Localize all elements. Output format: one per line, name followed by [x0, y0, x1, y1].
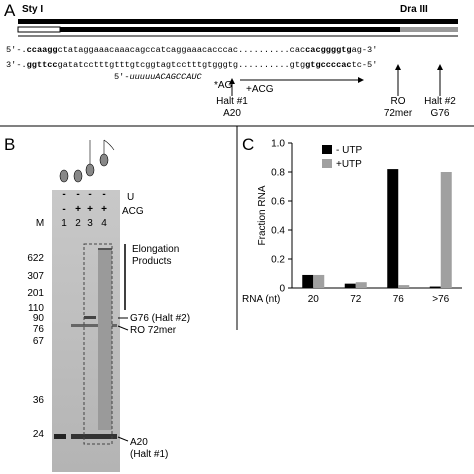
u-sign: -	[62, 189, 65, 200]
dna-bar	[18, 19, 458, 24]
dna-bar	[17, 26, 61, 33]
acg-sign: +	[75, 204, 81, 215]
rna: 5'-uuuuuACAGCCAUC	[114, 72, 203, 82]
arrow-head	[358, 77, 364, 83]
lane-label: 4	[101, 218, 107, 229]
y-tick-label: 0.8	[271, 168, 285, 179]
marker-label: 67	[33, 336, 45, 347]
halt-sub: A20	[223, 108, 241, 119]
right-label: G76 (Halt #2)	[130, 313, 190, 324]
row-label: U	[127, 192, 134, 203]
panel-label: B	[4, 135, 15, 154]
marker-label: 36	[33, 395, 45, 406]
y-tick-label: 0	[279, 284, 285, 295]
lane-label: M	[36, 218, 44, 229]
bar	[440, 172, 452, 288]
bar	[387, 169, 399, 288]
bar	[429, 286, 441, 288]
acg-sign: +	[101, 204, 107, 215]
acg-sign: +	[87, 204, 93, 215]
x-tick-label: >76	[432, 294, 449, 305]
pointer	[117, 436, 129, 442]
lane-label: 3	[87, 218, 93, 229]
legend-swatch	[322, 145, 332, 154]
marker-label: 201	[27, 288, 44, 299]
halt-sub: G76	[431, 108, 450, 119]
halt-name: Halt #1	[216, 96, 248, 107]
right-label: Products	[132, 256, 171, 267]
acg-sign: -	[62, 204, 65, 215]
halt-name: RO	[391, 96, 406, 107]
right-label: A20	[130, 437, 148, 448]
x-tick-label: 72	[350, 294, 362, 305]
marker-label: 76	[33, 324, 45, 335]
marker-label: 24	[33, 429, 45, 440]
marker-label: 307	[27, 271, 44, 282]
right-label: Elongation	[132, 244, 179, 255]
bar	[313, 274, 325, 288]
halt-sub: 72mer	[384, 108, 413, 119]
acg-label: +ACG	[246, 84, 274, 95]
dna-bar	[60, 27, 400, 32]
top-strand: 5'-.ccaaggctataggaaacaaacagccatcaggaaaca…	[6, 45, 377, 55]
bar	[355, 282, 367, 288]
bottom-strand: 3'-.ggttccgatatcctttgtttgtcggtagtcctttgt…	[6, 60, 377, 70]
rnap-icons	[59, 139, 115, 183]
right-label: (Halt #1)	[130, 449, 168, 460]
site-label: Dra III	[400, 4, 428, 15]
x-tick-label: 76	[393, 294, 405, 305]
lane-label: 1	[61, 218, 67, 229]
halt-name: Halt #2	[424, 96, 456, 107]
bar	[398, 285, 410, 288]
legend-swatch	[322, 159, 332, 168]
y-axis-label: Fraction RNA	[257, 185, 268, 245]
lane-label: 2	[75, 218, 81, 229]
marker-label: 90	[33, 313, 45, 324]
y-tick-label: 0.2	[271, 255, 285, 266]
y-tick-label: 0.4	[271, 226, 285, 237]
dna-bar	[400, 27, 458, 32]
marker-label: 110	[28, 303, 44, 314]
y-tick-label: 1.0	[271, 139, 285, 150]
y-tick-label: 0.6	[271, 197, 285, 208]
u-sign: -	[102, 189, 105, 200]
legend-label: - UTP	[336, 145, 362, 156]
x-tick-label: 20	[308, 294, 320, 305]
panel-label: A	[4, 1, 16, 20]
start-label: *AG	[214, 80, 233, 91]
x-axis-label: RNA (nt)	[242, 294, 280, 305]
bar	[302, 274, 314, 288]
pointer	[117, 325, 129, 331]
dashed-box	[83, 243, 113, 445]
bar	[344, 283, 356, 288]
gel-bands	[54, 248, 117, 439]
row-label: ACG	[122, 206, 144, 217]
marker-label: 622	[27, 253, 44, 264]
site-label: Sty I	[22, 4, 43, 15]
right-label: RO 72mer	[130, 325, 177, 336]
u-sign: -	[76, 189, 79, 200]
legend-label: +UTP	[336, 159, 362, 170]
panel-label: C	[242, 135, 254, 154]
u-sign: -	[88, 189, 91, 200]
